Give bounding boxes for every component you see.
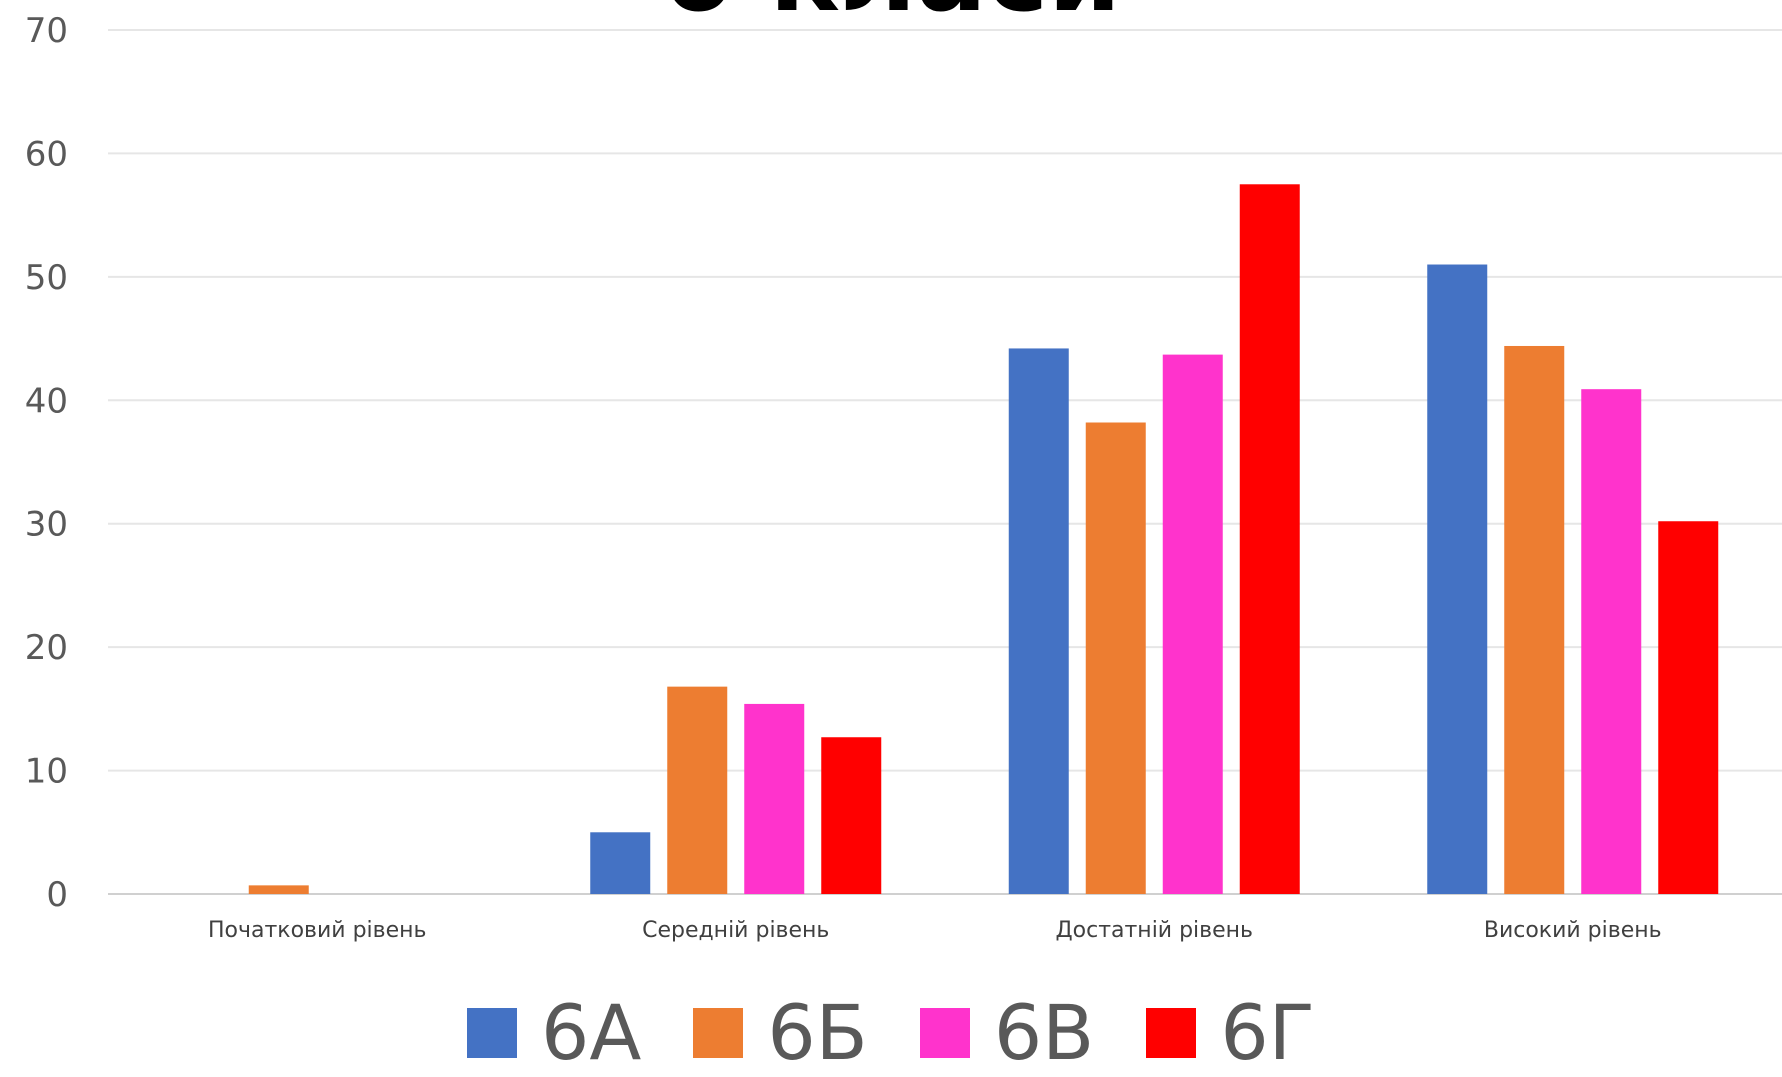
- y-tick-label: 70: [25, 11, 68, 51]
- legend: 6А 6Б 6В 6Г: [0, 995, 1782, 1071]
- x-axis-ticks: Початковий рівень Середній рівень Достатні…: [208, 918, 1662, 943]
- bar: [1504, 345, 1565, 894]
- y-tick-label: 10: [25, 752, 68, 792]
- bars: [248, 184, 1719, 895]
- legend-label: 6Г: [1220, 988, 1316, 1077]
- x-tick-label: Високий рівень: [1484, 918, 1662, 943]
- legend-label: 6Б: [767, 988, 868, 1077]
- y-tick-label: 0: [46, 875, 68, 915]
- bar: [1581, 389, 1642, 894]
- bar: [1008, 348, 1069, 895]
- bar: [1085, 422, 1146, 894]
- legend-item: 6А: [466, 988, 642, 1077]
- bar: [1658, 521, 1719, 894]
- chart-title: 6 класи: [0, 0, 1782, 26]
- legend-label: 6А: [540, 988, 642, 1077]
- legend-swatch: [466, 1008, 517, 1058]
- gridlines: [108, 29, 1782, 895]
- bar: [744, 703, 805, 894]
- legend-swatch: [1146, 1008, 1197, 1058]
- bar: [590, 832, 651, 894]
- legend-label: 6В: [993, 988, 1095, 1077]
- bar: [1427, 264, 1488, 894]
- y-tick-label: 50: [25, 258, 68, 298]
- y-tick-label: 40: [25, 381, 68, 421]
- legend-swatch: [919, 1008, 970, 1058]
- y-tick-label: 20: [25, 628, 68, 668]
- bar: [821, 737, 882, 894]
- y-tick-label: 30: [25, 505, 68, 545]
- legend-item: 6Г: [1146, 995, 1315, 1071]
- x-tick-label: Початковий рівень: [208, 918, 427, 943]
- y-tick-label: 60: [25, 134, 68, 174]
- legend-item: 6Б: [693, 995, 868, 1071]
- bar: [667, 686, 728, 894]
- bar: [1239, 184, 1300, 895]
- bar: [248, 885, 309, 894]
- x-tick-label: Середній рівень: [642, 918, 829, 943]
- bar: [1162, 354, 1223, 894]
- bar-chart: 0 10 20 30 40 50 60 70 Початковий рівень Середні…: [25, 11, 1782, 943]
- x-tick-label: Достатній рівень: [1055, 918, 1253, 943]
- legend-item: 6В: [919, 988, 1095, 1077]
- y-axis-ticks: 0 10 20 30 40 50 60 70: [25, 11, 68, 915]
- legend-swatch: [693, 1008, 744, 1058]
